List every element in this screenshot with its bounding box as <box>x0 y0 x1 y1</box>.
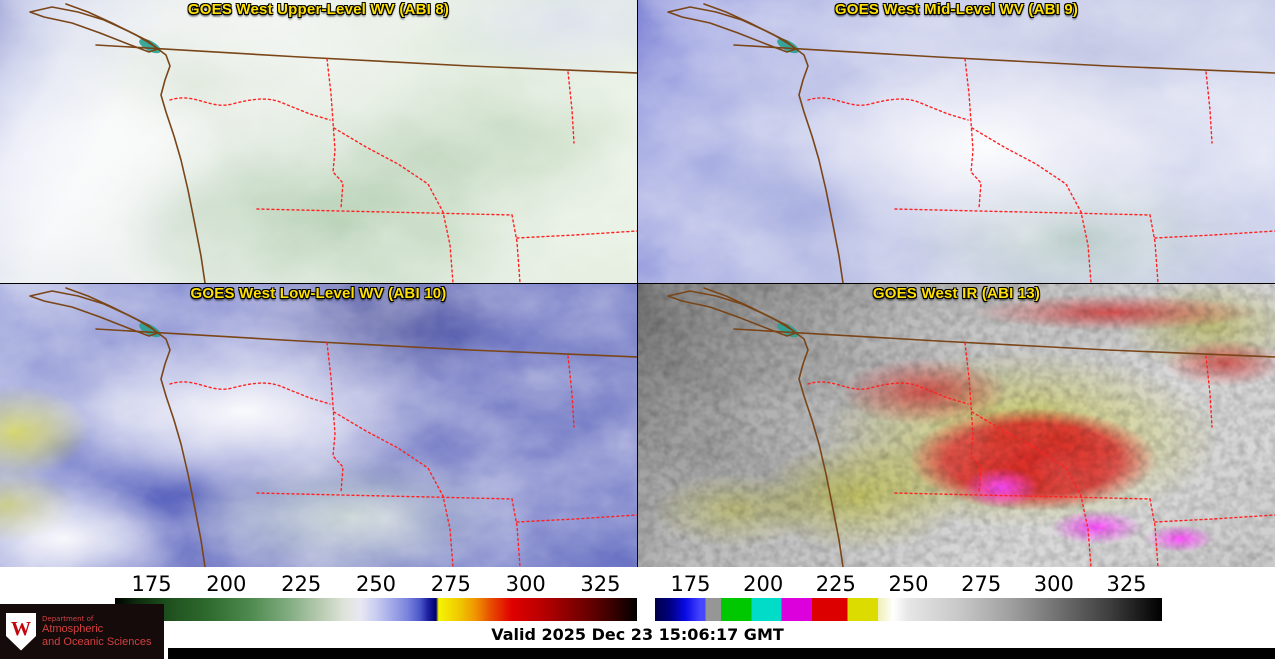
ir-colorbar <box>655 598 1162 621</box>
tick-label: 250 <box>888 572 929 596</box>
map-overlay <box>667 287 1275 567</box>
tick-label: 250 <box>355 572 397 596</box>
panel-low-level-wv: GOES West Low-Level WV (ABI 10) <box>0 284 637 567</box>
department-name: Department of Atmospheric and Oceanic Sc… <box>42 615 151 648</box>
map-overlay <box>667 3 1275 283</box>
map-overlay <box>29 287 637 567</box>
panel-title-abi13: GOES West IR (ABI 13) <box>872 285 1041 302</box>
panel-upper-level-wv: GOES West Upper-Level WV (ABI 8) <box>0 0 637 283</box>
uw-crest-letter: W <box>11 618 31 640</box>
tick-label: 200 <box>206 572 247 596</box>
tick-label: 200 <box>743 572 784 596</box>
cloud-texture <box>0 284 637 567</box>
map-overlay <box>29 3 637 283</box>
tick-label: 325 <box>1106 572 1147 596</box>
wv-colorbar <box>115 598 637 621</box>
valid-timestamp: Valid 2025 Dec 23 15:06:17 GMT <box>491 625 784 644</box>
panel-title-abi8: GOES West Upper-Level WV (ABI 8) <box>187 1 450 18</box>
cloud-texture <box>0 0 637 283</box>
cloud-texture <box>638 284 1275 567</box>
ir-grain-texture <box>638 284 1275 567</box>
tick-label: 225 <box>815 572 856 596</box>
tick-label: 175 <box>131 572 172 596</box>
tick-label: 175 <box>670 572 711 596</box>
tick-label: 275 <box>961 572 1002 596</box>
panel-ir: GOES West IR (ABI 13) <box>638 284 1275 567</box>
department-line2: and Oceanic Sciences <box>42 635 152 648</box>
panel-title-abi10: GOES West Low-Level WV (ABI 10) <box>190 285 447 302</box>
tick-label: 275 <box>430 572 471 596</box>
cloud-texture <box>638 0 1275 283</box>
ir-colorbar-ticks: 175 200 225 250 275 300 325 <box>655 567 1162 596</box>
tick-label: 300 <box>505 572 546 596</box>
satellite-panel-grid: GOES West Upper-Level WV (ABI 8) GOES We… <box>0 0 1275 567</box>
panel-mid-level-wv: GOES West Mid-Level WV (ABI 9) <box>638 0 1275 283</box>
tick-label: 225 <box>281 572 322 596</box>
department-prefix: Department of <box>42 614 94 623</box>
footer: 175 200 225 250 275 300 325 175 200 225 … <box>0 567 1275 659</box>
footer-black-bar <box>168 648 1275 659</box>
department-line1: Atmospheric <box>42 622 104 635</box>
wv-colorbar-ticks: 175 200 225 250 275 300 325 <box>115 567 637 596</box>
tick-label: 300 <box>1033 572 1074 596</box>
uw-aos-logo: W Department of Atmospheric and Oceanic … <box>0 604 164 659</box>
panel-title-abi9: GOES West Mid-Level WV (ABI 9) <box>834 1 1079 18</box>
tick-label: 325 <box>580 572 621 596</box>
